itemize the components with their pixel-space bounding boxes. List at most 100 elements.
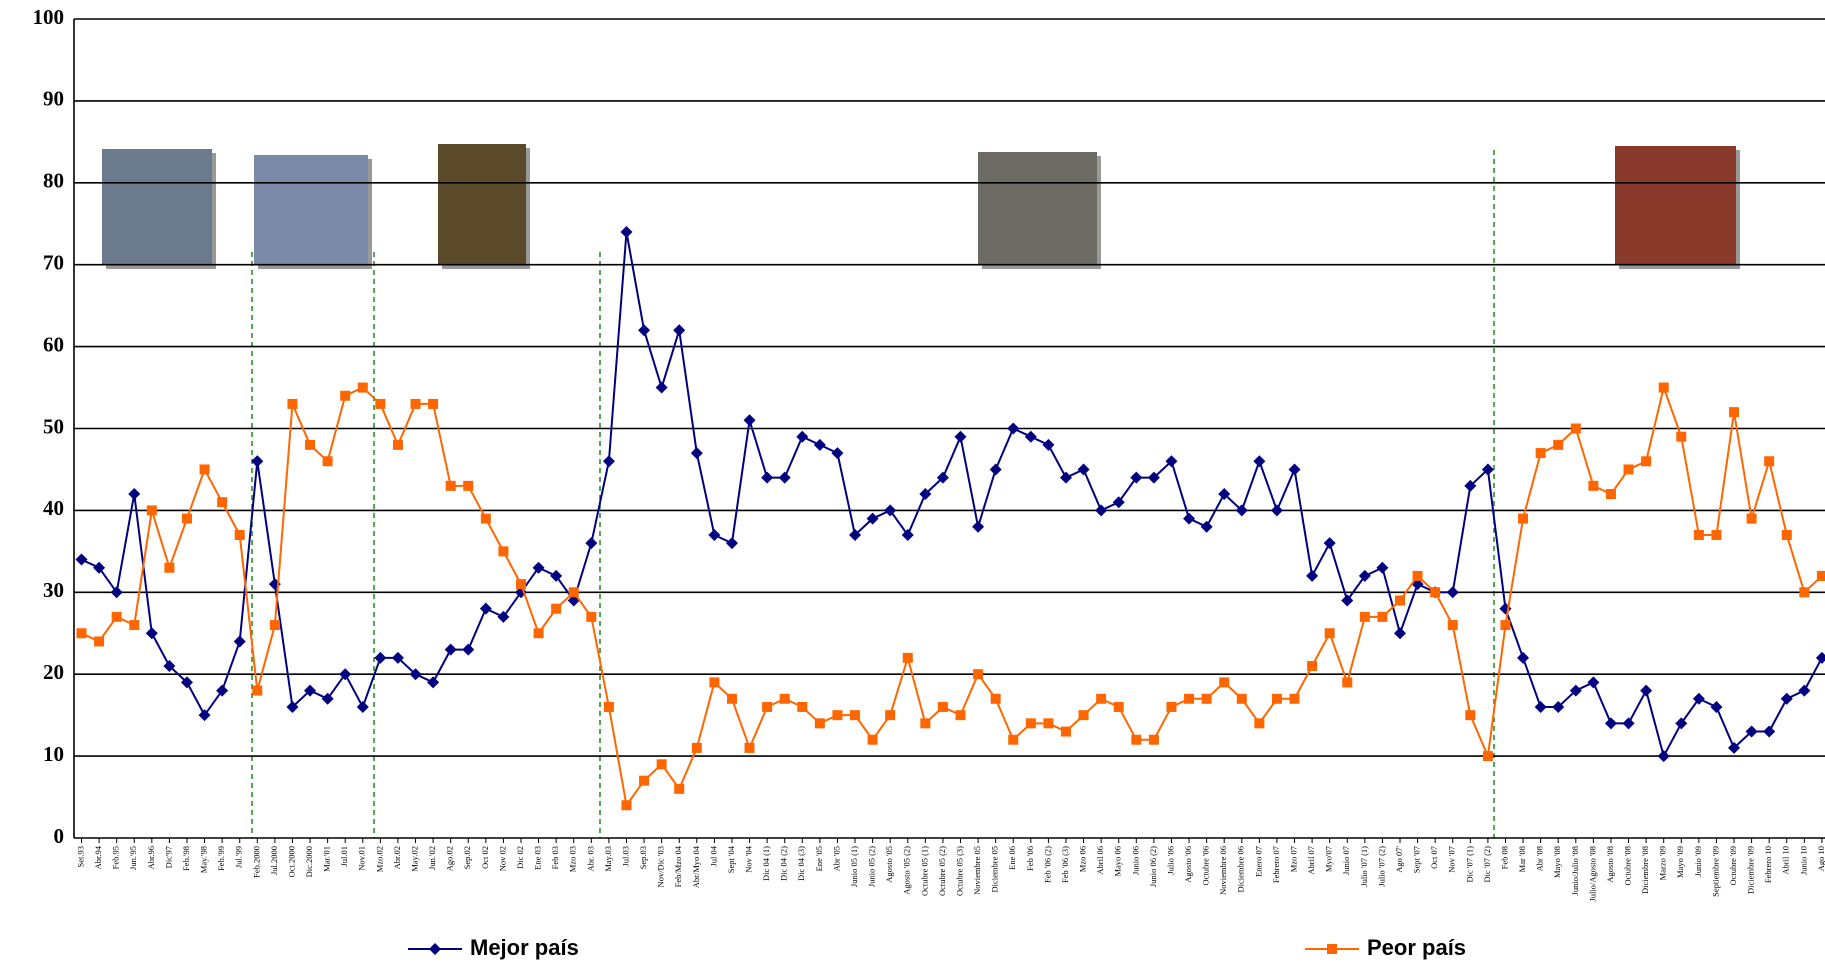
x-tick-label: Sep.02 <box>462 846 472 869</box>
x-tick-label: Ene 06 <box>1007 846 1017 870</box>
point <box>1236 693 1247 704</box>
point <box>586 611 597 622</box>
point <box>884 504 897 517</box>
point <box>1271 693 1282 704</box>
point <box>1113 701 1124 712</box>
x-tick-label: Diciembre 06 <box>1236 846 1246 893</box>
point <box>1517 651 1530 664</box>
x-tick-label: Feb 03 <box>550 846 560 869</box>
x-tick-label: Feb 08 <box>1499 846 1509 869</box>
point <box>427 676 440 689</box>
period-dividers <box>251 150 1495 838</box>
point <box>761 471 774 484</box>
point <box>1745 725 1758 738</box>
photo <box>1615 146 1736 265</box>
point <box>1165 455 1178 468</box>
x-tick-label: Enero 07 <box>1253 846 1263 877</box>
x-tick-label: Sept '04 <box>726 845 736 873</box>
legend-item: Peor país <box>1305 935 1466 960</box>
x-tick-label: Agosto '05 (2) <box>902 846 912 895</box>
y-tick-label: 80 <box>43 169 64 193</box>
point <box>339 668 352 681</box>
point <box>269 620 280 631</box>
x-tick-label: Ago.02 <box>445 846 455 871</box>
point <box>1008 734 1019 745</box>
x-tick-label: Mzo 06 <box>1078 846 1088 872</box>
legend-marker <box>1327 944 1337 954</box>
point <box>1430 587 1441 598</box>
legend-marker <box>429 943 441 955</box>
point <box>1096 693 1107 704</box>
point <box>111 611 122 622</box>
series-line <box>81 384 1823 808</box>
point <box>744 742 755 753</box>
x-tick-label: Nov '07 <box>1447 846 1457 873</box>
point <box>1605 489 1616 500</box>
point <box>1657 750 1670 763</box>
point <box>1342 677 1353 688</box>
x-tick-label: Feb '06 <box>1025 846 1035 871</box>
x-tick-label: Dic 02 <box>515 846 525 869</box>
point <box>708 528 721 541</box>
x-tick-label: Mzo.02 <box>374 846 384 872</box>
x-tick-label: Nov '04 <box>743 845 753 873</box>
x-tick-label: Febrero 10 <box>1763 846 1773 883</box>
point <box>321 692 334 705</box>
x-tick-label: Octubre 05 (1) <box>919 846 929 896</box>
point <box>462 643 475 656</box>
point <box>814 718 825 729</box>
point <box>445 480 456 491</box>
point <box>1201 693 1212 704</box>
point <box>234 529 245 540</box>
photo <box>102 149 212 265</box>
x-tick-label: Dic.2000 <box>304 846 314 877</box>
point <box>674 783 685 794</box>
point <box>1059 471 1072 484</box>
point <box>198 709 211 722</box>
x-tick-label: Agosto '05 <box>884 846 894 883</box>
y-tick-label: 20 <box>43 660 64 684</box>
x-tick-label: Diciembre '08 <box>1640 846 1650 894</box>
x-tick-label: Febrero 07 <box>1271 846 1281 883</box>
point <box>1447 620 1458 631</box>
point <box>145 627 158 640</box>
point <box>920 718 931 729</box>
series-line <box>81 231 1823 759</box>
point <box>585 537 598 550</box>
point <box>1675 717 1688 730</box>
x-tick-label: Jul.01 <box>339 846 349 867</box>
point <box>1710 700 1723 713</box>
point <box>1553 439 1564 450</box>
point <box>551 603 562 614</box>
x-tick-label: Junio 05 (1) <box>849 846 859 887</box>
x-tick-label: Octubre '06 <box>1201 846 1211 886</box>
photo <box>438 144 526 265</box>
x-tick-label: Abr.94 <box>93 845 103 869</box>
point <box>497 610 510 623</box>
point <box>374 651 387 664</box>
point <box>1235 504 1248 517</box>
x-tick-label: Myo'07 <box>1324 846 1334 872</box>
point <box>1270 504 1283 517</box>
y-tick-label: 70 <box>43 251 64 275</box>
point <box>620 225 633 238</box>
point <box>1535 448 1546 459</box>
point <box>357 382 368 393</box>
x-tick-label: Junio 07 <box>1341 846 1351 875</box>
point <box>1007 422 1020 435</box>
point <box>1552 700 1565 713</box>
x-tick-label: Oct 02 <box>480 846 490 869</box>
y-tick-label: 100 <box>33 5 65 29</box>
point <box>410 398 421 409</box>
point <box>1131 734 1142 745</box>
point <box>1729 407 1740 418</box>
point <box>409 668 422 681</box>
point <box>1043 718 1054 729</box>
y-tick-label: 40 <box>43 496 64 520</box>
point <box>779 693 790 704</box>
point <box>532 561 545 574</box>
x-tick-label: Ago 10 <box>1816 846 1825 871</box>
point <box>1288 463 1301 476</box>
